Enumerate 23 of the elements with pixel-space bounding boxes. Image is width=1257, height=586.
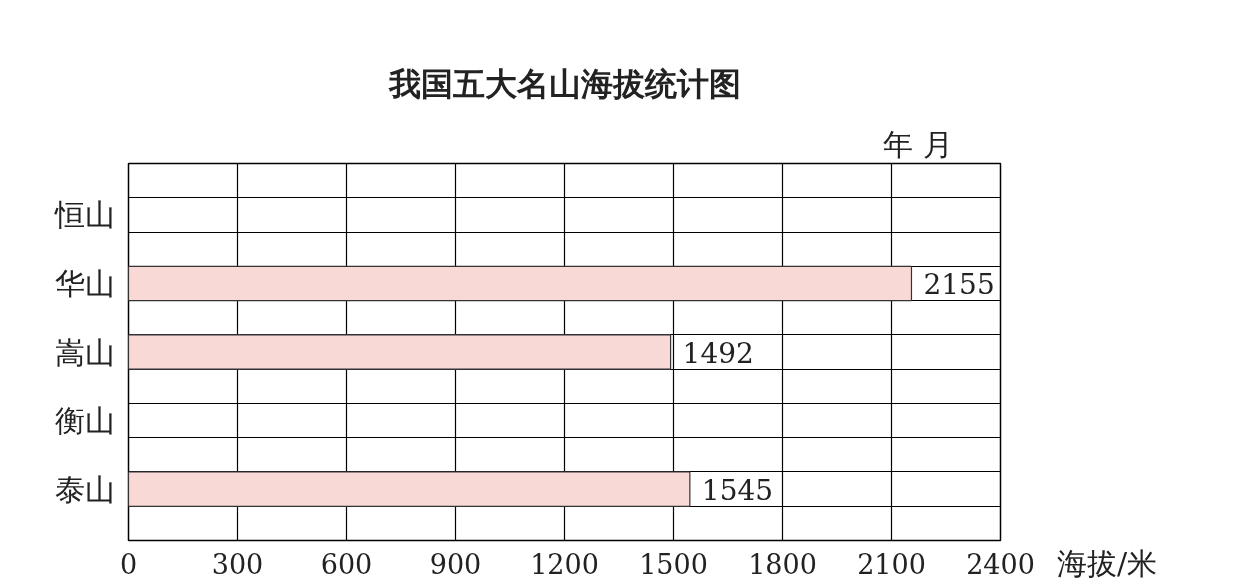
x-tick-label: 600: [320, 548, 373, 580]
x-tick-label: 2100: [857, 548, 926, 580]
data-label: 1492: [682, 336, 754, 370]
bar: [128, 334, 672, 370]
x-tick-label: 300: [211, 548, 264, 580]
x-tick-label: 1800: [748, 548, 817, 580]
chart-title: 我国五大名山海拔统计图: [387, 64, 741, 103]
data-label: 1545: [701, 473, 774, 507]
y-tick-label: 泰山: [54, 471, 115, 507]
x-axis-title: 海拔/米: [1057, 545, 1158, 583]
data-label: 2155: [923, 267, 995, 301]
bar: [128, 471, 691, 507]
text: 年 月: [883, 126, 953, 162]
y-tick-label: 华山: [54, 265, 115, 301]
y-tick-label: 衡山: [54, 403, 115, 439]
x-tick-label: 1200: [530, 548, 599, 580]
y-tick-label: 嵩山: [54, 334, 115, 370]
x-tick-label: 0: [119, 548, 138, 580]
x-tick-label: 2400: [966, 548, 1035, 580]
bar: [128, 265, 913, 302]
x-tick-label: 900: [429, 548, 482, 580]
y-tick-label: 恒山: [53, 197, 115, 233]
x-tick-label: 1500: [639, 548, 708, 580]
